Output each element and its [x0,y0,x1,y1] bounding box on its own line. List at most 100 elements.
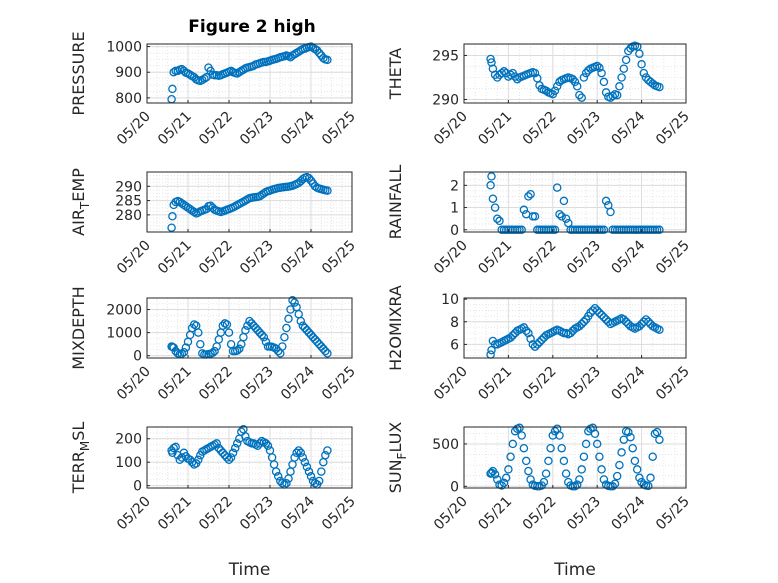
figure-title: Figure 2 high [188,17,316,37]
data-point [317,467,326,476]
x-tick-label: 05/21 [155,109,195,149]
x-tick-label: 05/21 [155,364,195,404]
subplot-5: 0 1000 2000 05/20 05/21 05/22 05/23 05/24 05/25 M… [69,286,359,403]
x-tick-label: 05/25 [653,238,693,278]
data-point [599,77,609,87]
data-point [550,426,560,436]
x-axis-label: Time [553,560,596,580]
data-point [608,91,617,101]
data-point [624,46,633,56]
x-tick-label: 05/25 [319,364,359,404]
data-point [541,469,551,478]
data-point [521,326,531,336]
data-point [497,481,506,490]
data-point [646,473,655,483]
data-point [296,448,306,458]
x-tick-label: 05/24 [278,363,318,403]
x-tick-label: 05/25 [653,109,693,149]
data-point [292,48,301,58]
data-point [506,333,515,342]
data-point [508,439,518,449]
data-point [171,442,180,452]
data-point [168,84,177,94]
data-point [559,196,569,206]
data-point [290,298,299,307]
subplot-4: 0 1 2 05/20 05/21 05/22 05/23 05/24 05/25 RAINFAL… [386,165,693,278]
data-point [314,476,324,486]
data-point [577,93,586,102]
data-point [224,328,234,337]
data-point [517,225,526,235]
data-point [497,68,506,78]
data-point [648,452,657,461]
data-point [537,335,546,345]
x-tick-label: 05/22 [520,494,560,534]
x-tick-label: 05/25 [319,238,359,278]
data-point [652,427,662,437]
x-tick-label: 05/21 [155,494,195,534]
data-point [539,477,549,487]
data-point [232,346,242,355]
data-point [306,472,316,481]
data-point [292,448,301,458]
x-tick-label: 05/22 [520,109,560,149]
data-point [530,212,540,221]
data-point [541,86,551,95]
data-point [612,90,622,100]
data-point [506,452,515,461]
data-point [271,467,281,476]
x-tick-label: 05/22 [196,364,236,404]
data-point [595,308,604,317]
data-point [599,475,609,484]
data-point [597,68,606,78]
data-point [561,214,571,223]
y-tick-label: 6 [450,337,459,353]
data-point [584,66,593,75]
data-point [222,320,232,329]
data-point [641,315,651,324]
x-axis-label: Time [228,560,271,580]
x-tick-label: 05/23 [564,109,604,149]
data-point [624,427,633,437]
data-point [167,223,176,232]
axes-frame [463,171,687,233]
axes-frame [146,43,353,104]
data-point [557,212,566,221]
y-tick-label: 1000 [106,40,142,56]
x-tick-label: 05/24 [609,108,649,148]
y-tick-label: 0 [133,479,142,495]
data-point [544,456,553,466]
data-point [552,183,562,192]
y-tick-label: 290 [432,92,459,108]
data-point [319,53,328,63]
data-point [655,325,664,334]
data-point [300,457,310,467]
y-axis-label: MIXDEPTH [69,286,88,369]
axes-frame [463,297,687,359]
data-point [595,452,604,461]
y-tick-label: 1 [450,201,459,217]
data-point [615,82,624,91]
data-point [259,332,269,342]
x-tick-label: 05/20 [431,109,471,149]
x-tick-label: 05/24 [609,363,649,403]
x-tick-label: 05/22 [520,364,560,404]
data-point [196,339,205,349]
data-point [599,312,609,322]
y-axis-label: TERRMSL [69,422,92,495]
data-point [555,209,564,219]
data-point [550,86,560,95]
data-point [177,349,187,359]
data-point [294,446,303,455]
data-point [493,214,502,223]
x-tick-label: 05/21 [475,109,515,149]
x-tick-label: 05/20 [431,238,471,278]
data-point [181,202,191,211]
data-point [517,431,526,440]
data-point [526,334,535,344]
x-tick-label: 05/22 [196,494,236,534]
data-point [261,439,271,448]
data-point [280,332,289,342]
data-point [323,349,332,358]
data-point [519,205,529,215]
